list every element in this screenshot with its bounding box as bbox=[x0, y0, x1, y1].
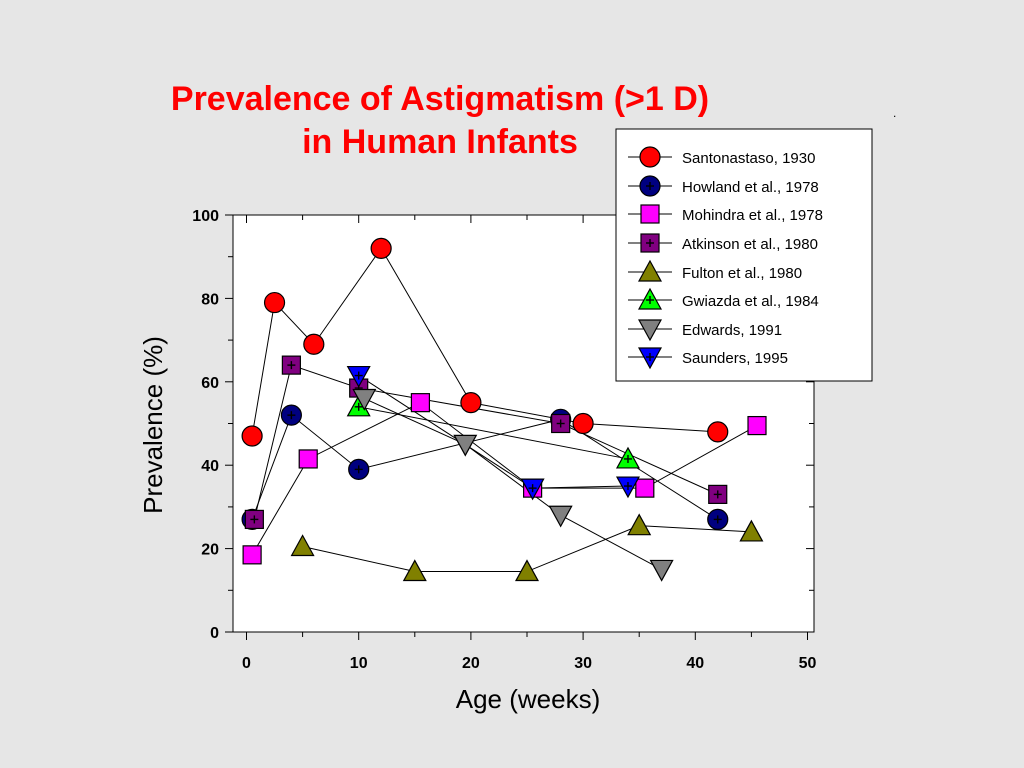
legend-label-4: Fulton et al., 1980 bbox=[682, 265, 802, 282]
marker-shape bbox=[460, 392, 482, 414]
axes: 0 10 20 30 40 50 0 20 40 60 80 100 bbox=[192, 208, 816, 672]
marker-shape bbox=[453, 434, 478, 457]
data-point-s4-2 bbox=[514, 559, 540, 582]
y-tick-label: 100 bbox=[192, 208, 219, 225]
x-axis-label: Age (weeks) bbox=[456, 684, 601, 714]
legend-marker-1 bbox=[639, 175, 661, 197]
data-point-s0-5 bbox=[572, 412, 594, 435]
y-tick-label: 20 bbox=[201, 542, 219, 559]
legend-marker-5 bbox=[637, 287, 663, 310]
marker-shape bbox=[707, 421, 729, 443]
marker-shape bbox=[410, 393, 431, 413]
x-tick-label: 30 bbox=[574, 655, 592, 672]
data-point-s2-5 bbox=[747, 415, 767, 436]
data-point-s1-1 bbox=[280, 404, 302, 426]
data-point-s0-1 bbox=[263, 291, 286, 314]
data-point-s6-3 bbox=[649, 559, 674, 582]
data-point-s3-1 bbox=[281, 355, 301, 375]
marker-shape bbox=[548, 505, 573, 528]
data-point-s0-4 bbox=[460, 392, 482, 414]
data-point-s4-3 bbox=[627, 513, 652, 536]
marker-shape bbox=[303, 333, 325, 355]
data-point-s2-4 bbox=[635, 478, 655, 498]
legend-marker-7 bbox=[637, 347, 663, 370]
data-point-s0-2 bbox=[303, 333, 325, 355]
data-point-s7-0 bbox=[346, 365, 371, 388]
x-tick-label: 10 bbox=[350, 655, 368, 672]
data-point-s7-1 bbox=[520, 478, 545, 501]
series-points bbox=[241, 237, 767, 582]
data-point-s1-4 bbox=[707, 508, 729, 531]
y-tick-label: 80 bbox=[201, 291, 219, 308]
data-point-s0-0 bbox=[241, 425, 263, 447]
series-line-6 bbox=[364, 398, 662, 570]
marker-shape bbox=[739, 519, 764, 542]
series-line-5 bbox=[358, 406, 629, 460]
legend-label-0: Santonastaso, 1930 bbox=[682, 150, 815, 167]
data-point-s4-4 bbox=[739, 519, 764, 542]
data-point-s2-1 bbox=[298, 449, 318, 469]
marker-shape bbox=[370, 237, 392, 259]
legend-marker-6 bbox=[637, 319, 663, 342]
data-point-s3-4 bbox=[708, 484, 728, 504]
y-tick-label: 60 bbox=[201, 375, 219, 392]
marker-shape bbox=[649, 559, 674, 582]
legend-label-7: Saunders, 1995 bbox=[682, 350, 788, 367]
marker-shape bbox=[263, 291, 286, 314]
x-tick-label: 20 bbox=[462, 655, 480, 672]
legend-label-2: Mohindra et al., 1978 bbox=[682, 207, 823, 224]
x-tick-label: 40 bbox=[686, 655, 704, 672]
marker-shape bbox=[298, 449, 318, 469]
marker-shape bbox=[290, 534, 315, 557]
x-tick-label: 50 bbox=[799, 655, 817, 672]
data-point-s0-3 bbox=[370, 237, 392, 259]
data-point-s0-6 bbox=[707, 421, 729, 443]
data-point-s6-2 bbox=[548, 505, 573, 528]
marker-shape bbox=[514, 559, 540, 582]
legend: Santonastaso, 1930 Howland et al., 1978 Mo… bbox=[615, 128, 873, 382]
marker-shape bbox=[352, 388, 377, 411]
legend-label-3: Atkinson et al., 1980 bbox=[682, 236, 818, 253]
y-tick-label: 40 bbox=[201, 458, 219, 475]
x-tick-label: 0 bbox=[242, 655, 251, 672]
data-point-s2-0 bbox=[242, 545, 262, 565]
data-point-s4-1 bbox=[402, 559, 427, 582]
stray-dot: . bbox=[893, 106, 897, 120]
marker-shape bbox=[637, 319, 663, 342]
marker-shape bbox=[635, 478, 655, 498]
y-tick-label: 0 bbox=[210, 625, 219, 642]
legend-marker-4 bbox=[637, 259, 663, 282]
marker-shape bbox=[241, 425, 263, 447]
marker-shape bbox=[402, 559, 427, 582]
data-point-s3-3 bbox=[551, 413, 571, 434]
series-line-2 bbox=[251, 402, 758, 556]
slide-title: Prevalence of Astigmatism (>1 D) in Huma… bbox=[120, 78, 760, 164]
marker-shape bbox=[637, 259, 663, 282]
marker-shape bbox=[747, 415, 767, 436]
legend-label-1: Howland et al., 1978 bbox=[682, 179, 819, 196]
data-point-s4-0 bbox=[290, 534, 315, 557]
marker-shape bbox=[639, 146, 661, 168]
marker-shape bbox=[627, 513, 652, 536]
legend-marker-2 bbox=[640, 204, 660, 224]
data-point-s6-0 bbox=[352, 388, 377, 411]
legend-marker-3 bbox=[640, 233, 660, 253]
y-axis-label: Prevalence (%) bbox=[138, 336, 168, 514]
marker-shape bbox=[572, 412, 594, 435]
marker-shape bbox=[640, 204, 660, 224]
legend-box bbox=[615, 128, 873, 382]
title-line-1: Prevalence of Astigmatism (>1 D) bbox=[170, 80, 710, 118]
data-point-s7-2 bbox=[615, 476, 640, 499]
legend-label-6: Edwards, 1991 bbox=[682, 322, 782, 339]
legend-marker-0 bbox=[639, 146, 661, 168]
data-point-s2-2 bbox=[410, 393, 431, 413]
data-point-s1-2 bbox=[348, 458, 370, 480]
data-point-s6-1 bbox=[453, 434, 478, 457]
legend-label-5: Gwiazda et al., 1984 bbox=[682, 293, 819, 310]
marker-shape bbox=[242, 545, 262, 565]
data-point-s5-1 bbox=[615, 446, 640, 469]
data-point-s3-0 bbox=[244, 509, 264, 530]
title-line-2: in Human Infants bbox=[302, 123, 578, 161]
